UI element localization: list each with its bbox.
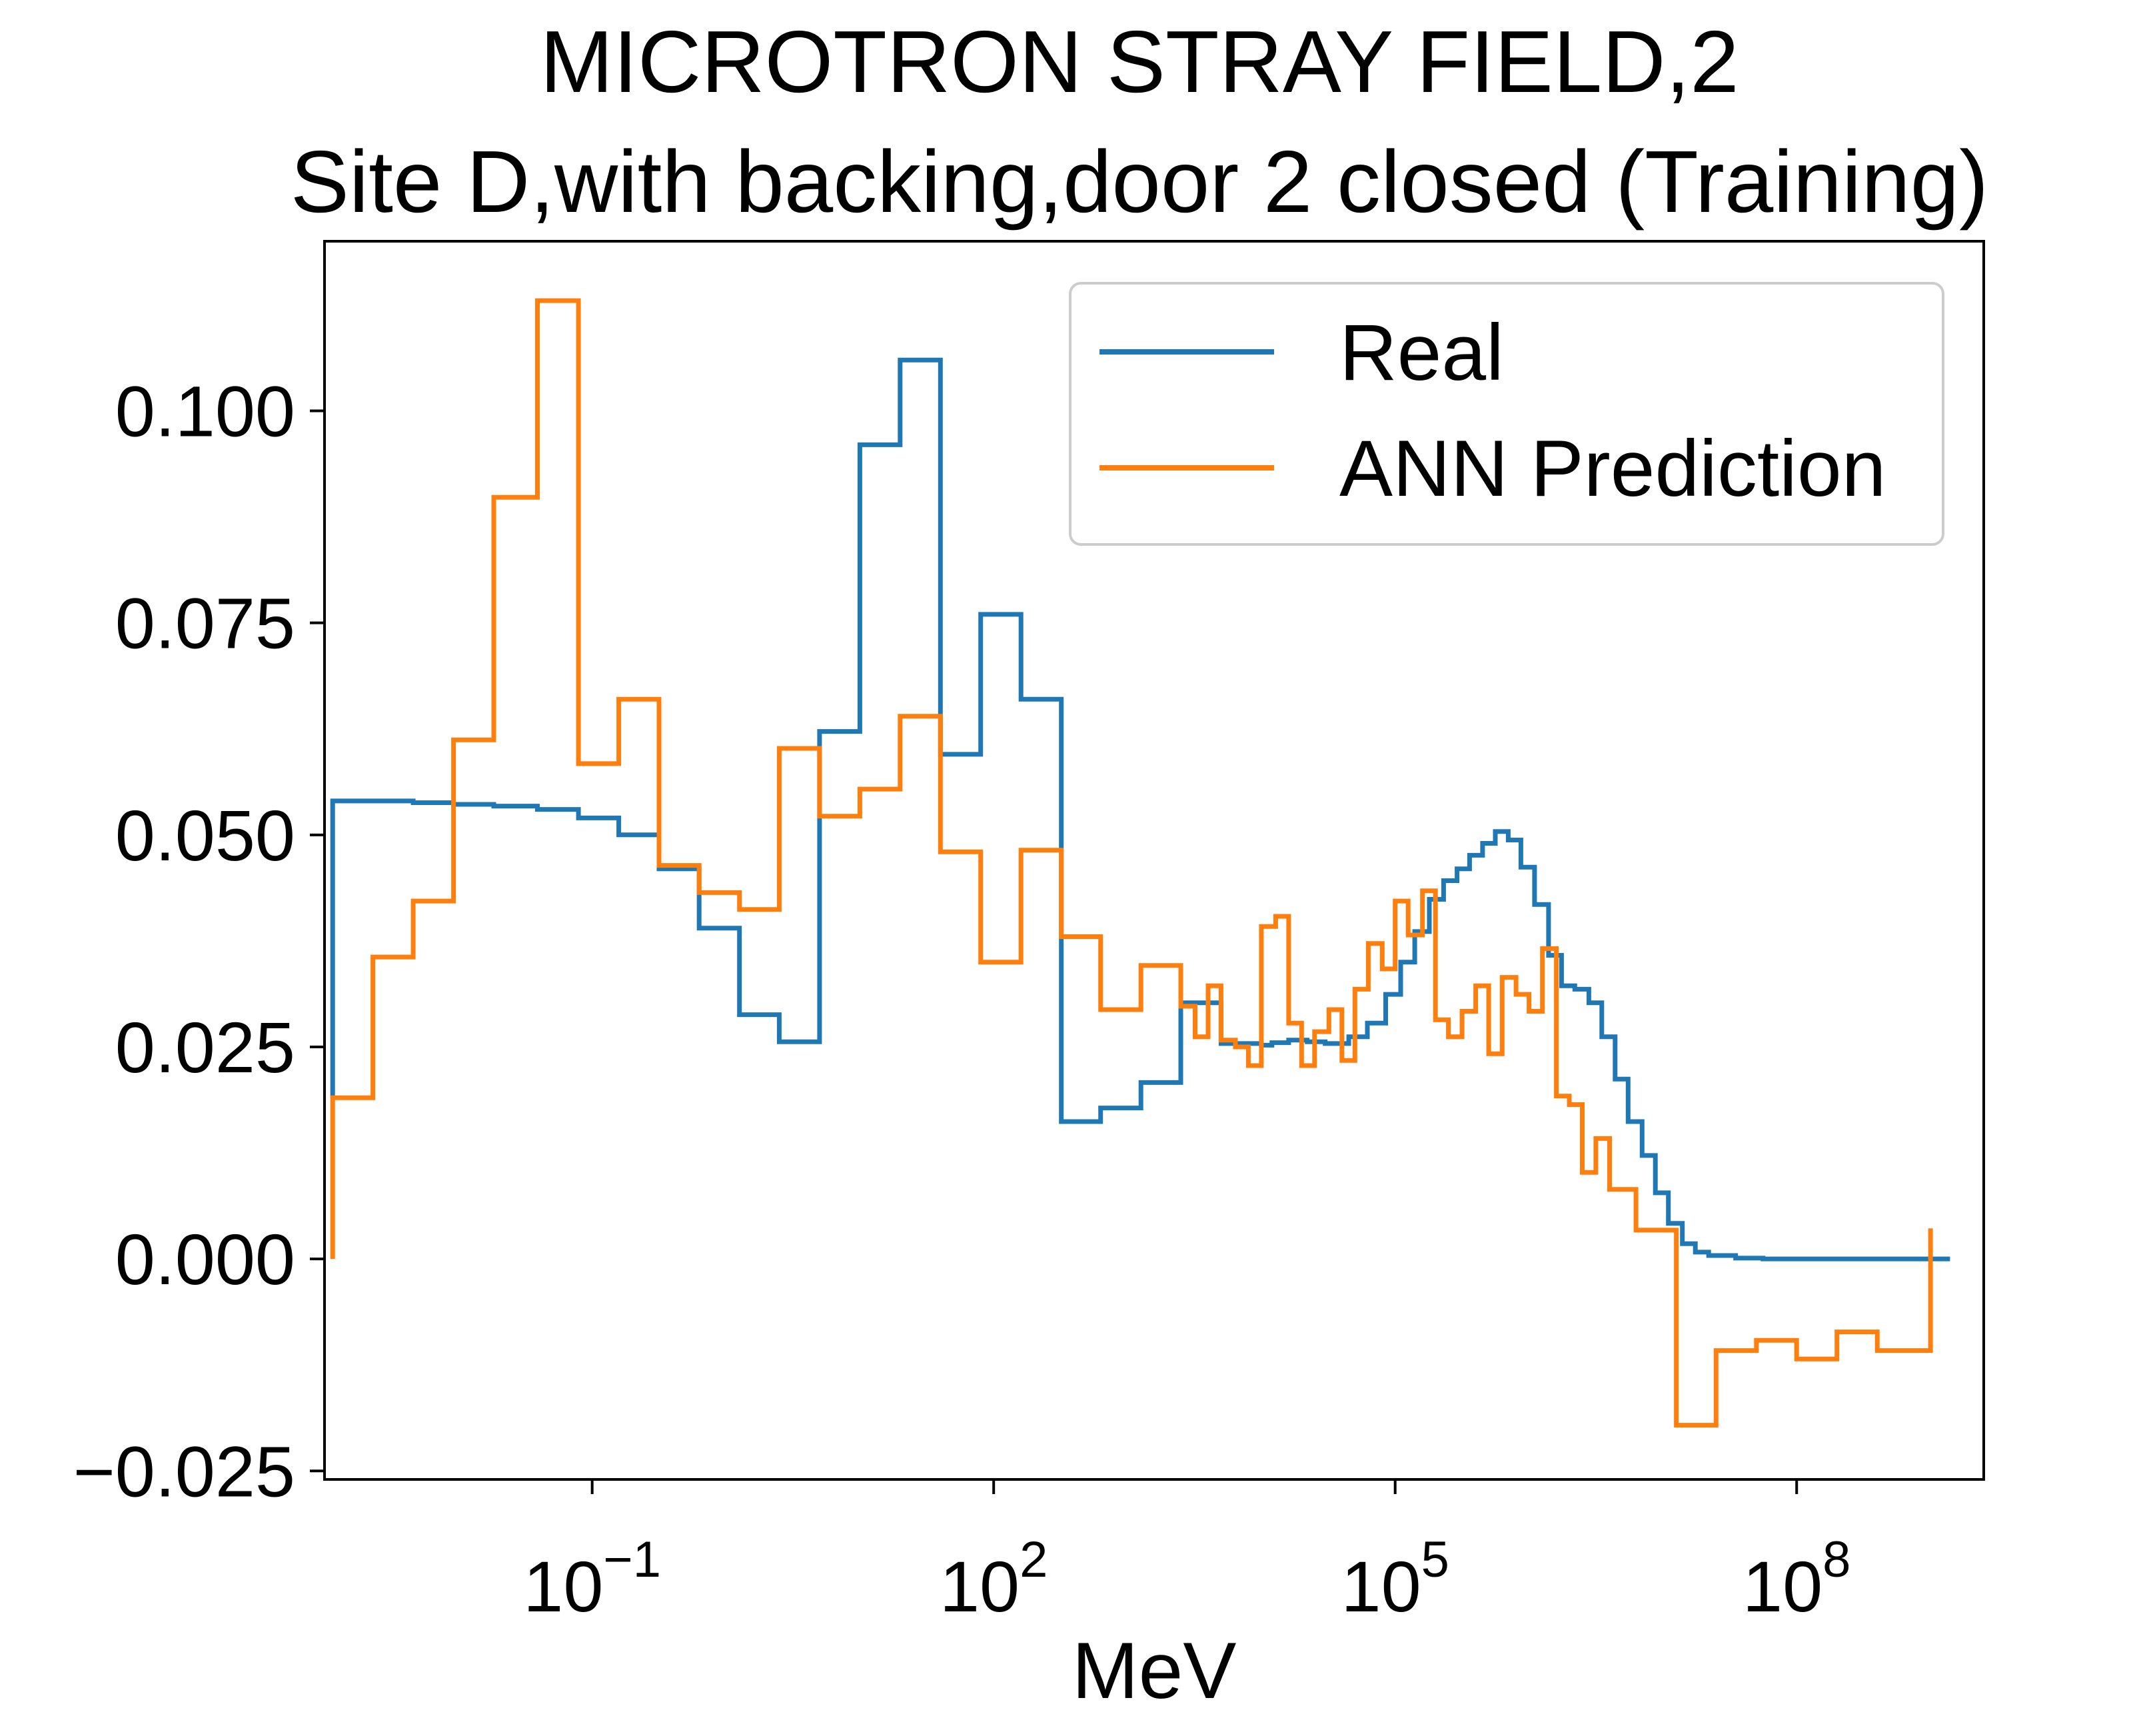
y-axis: −0.025 0.000 0.025 0.050 0.075 0.100	[73, 371, 325, 1511]
x-tick-label: 105	[1341, 1531, 1449, 1627]
legend-label-real: Real	[1339, 308, 1504, 397]
y-tick-label: 0.000	[115, 1219, 295, 1300]
series-line-real	[330, 357, 1950, 1262]
x-tick-label: 108	[1743, 1531, 1850, 1627]
series-line-ann-prediction	[330, 298, 1933, 1428]
y-tick-label: 0.075	[115, 583, 295, 664]
y-tick-label: −0.025	[73, 1431, 295, 1511]
y-tick-label: 0.050	[115, 795, 295, 876]
x-tick-label: 102	[940, 1531, 1048, 1627]
chart-subtitle: Site D,with backing,door 2 closed (Train…	[291, 133, 1988, 231]
x-tick-label: 10−1	[523, 1531, 661, 1627]
legend-box	[1069, 282, 1944, 546]
series-layer	[330, 298, 1950, 1428]
y-tick-label: 0.100	[115, 371, 295, 452]
plot-frame	[323, 240, 1985, 1481]
legend-label-ann-prediction: ANN Prediction	[1339, 424, 1886, 513]
legend: Real ANN Prediction	[1069, 282, 1944, 546]
x-axis-label: MeV	[1072, 1626, 1237, 1715]
chart-title: MICROTRON STRAY FIELD,2	[540, 13, 1739, 111]
y-tick-label: 0.025	[115, 1007, 295, 1088]
x-axis: 10−1 102 105 108	[523, 1479, 1850, 1627]
